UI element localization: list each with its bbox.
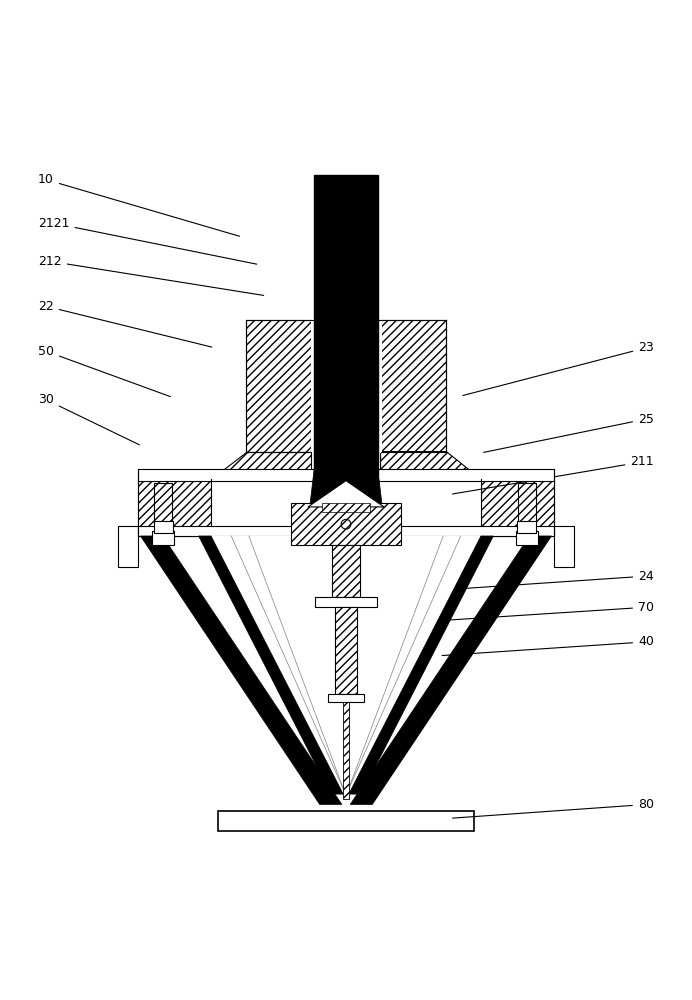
Bar [517, 521, 536, 533]
Text: 22: 22 [38, 300, 212, 347]
Bar [379, 320, 381, 452]
Bar [516, 531, 538, 545]
Polygon shape [308, 469, 384, 539]
Polygon shape [350, 536, 552, 804]
Text: 24: 24 [394, 570, 654, 593]
Polygon shape [381, 452, 481, 479]
Polygon shape [211, 536, 481, 794]
Bar [211, 479, 481, 536]
Bar [311, 320, 313, 452]
Bar [154, 521, 173, 533]
Text: 40: 40 [442, 635, 654, 656]
Text: 23: 23 [463, 341, 654, 395]
Bar [138, 526, 554, 536]
Text: 2121: 2121 [38, 217, 257, 264]
Bar [118, 526, 138, 567]
Text: 50: 50 [38, 345, 170, 397]
Bar [322, 503, 370, 512]
Bar [218, 811, 474, 831]
Text: 70: 70 [382, 601, 654, 624]
Bar [481, 479, 554, 536]
Bar [554, 526, 574, 567]
Polygon shape [308, 481, 384, 507]
Polygon shape [199, 536, 343, 794]
Polygon shape [246, 320, 311, 452]
Bar [343, 702, 349, 799]
Bar [291, 503, 401, 545]
Text: 80: 80 [453, 798, 654, 818]
Bar [328, 694, 364, 702]
Polygon shape [349, 536, 493, 794]
Text: 211: 211 [453, 455, 654, 494]
Bar [138, 479, 211, 536]
Text: 10: 10 [38, 173, 239, 236]
Polygon shape [381, 320, 446, 452]
Text: 212: 212 [38, 255, 264, 295]
Polygon shape [211, 452, 311, 479]
Text: 25: 25 [484, 413, 654, 452]
Bar [335, 607, 357, 694]
Bar [315, 597, 377, 607]
Bar [518, 483, 536, 523]
Bar [332, 545, 360, 597]
Bar [152, 531, 174, 545]
Bar [154, 483, 172, 523]
Bar [314, 175, 378, 476]
Polygon shape [140, 536, 342, 804]
Bar [138, 469, 554, 481]
Text: 30: 30 [38, 393, 139, 445]
